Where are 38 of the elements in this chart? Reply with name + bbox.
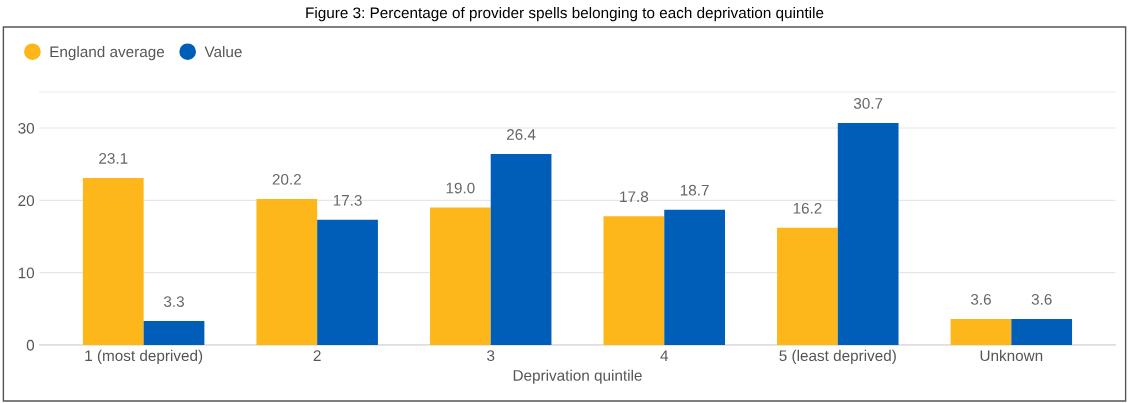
- data-label: 3.6: [1031, 293, 1052, 305]
- bar: [143, 321, 205, 345]
- data-label: 30.7: [853, 98, 883, 109]
- x-tick-label: 5 (least deprived): [779, 349, 896, 365]
- bar: [317, 219, 378, 345]
- bar: [837, 122, 899, 345]
- x-tick-label: 3: [487, 350, 495, 362]
- x-tick-label: 4: [660, 350, 669, 361]
- y-tick-label: 0: [26, 339, 35, 351]
- y-tick-label: 30: [18, 122, 35, 134]
- data-label: 17.3: [333, 194, 362, 206]
- x-axis-title: Deprivation quintile: [513, 369, 642, 384]
- legend-label: England average: [50, 45, 165, 61]
- data-label: 3.3: [163, 296, 184, 307]
- bar: [664, 209, 725, 345]
- x-tick-label: 1 (most deprived): [85, 349, 203, 365]
- data-label: 23.1: [99, 152, 128, 164]
- bar: [1011, 318, 1073, 345]
- data-label: 20.2: [272, 173, 301, 185]
- bar: [256, 198, 318, 345]
- bar: [950, 318, 1012, 345]
- data-label: 16.2: [793, 202, 822, 214]
- y-tick-label: 20: [18, 195, 35, 207]
- data-label: 17.8: [620, 191, 649, 203]
- legend-label: Value: [204, 45, 242, 58]
- bar: [429, 207, 491, 345]
- bar: [603, 216, 665, 345]
- y-tick-label: 10: [18, 267, 35, 279]
- data-label: 26.4: [506, 129, 536, 140]
- x-tick-label: Unknown: [980, 349, 1043, 362]
- bar: [777, 227, 838, 345]
- data-label: 18.7: [680, 184, 709, 196]
- data-label: 3.6: [970, 293, 991, 305]
- data-label: 19.0: [446, 182, 475, 194]
- x-tick-label: 2: [313, 350, 321, 361]
- bar: [490, 154, 552, 345]
- bar: [82, 177, 144, 345]
- chart-title: Figure 3: Percentage of provider spells belonging to each deprivation quintile: [306, 6, 824, 22]
